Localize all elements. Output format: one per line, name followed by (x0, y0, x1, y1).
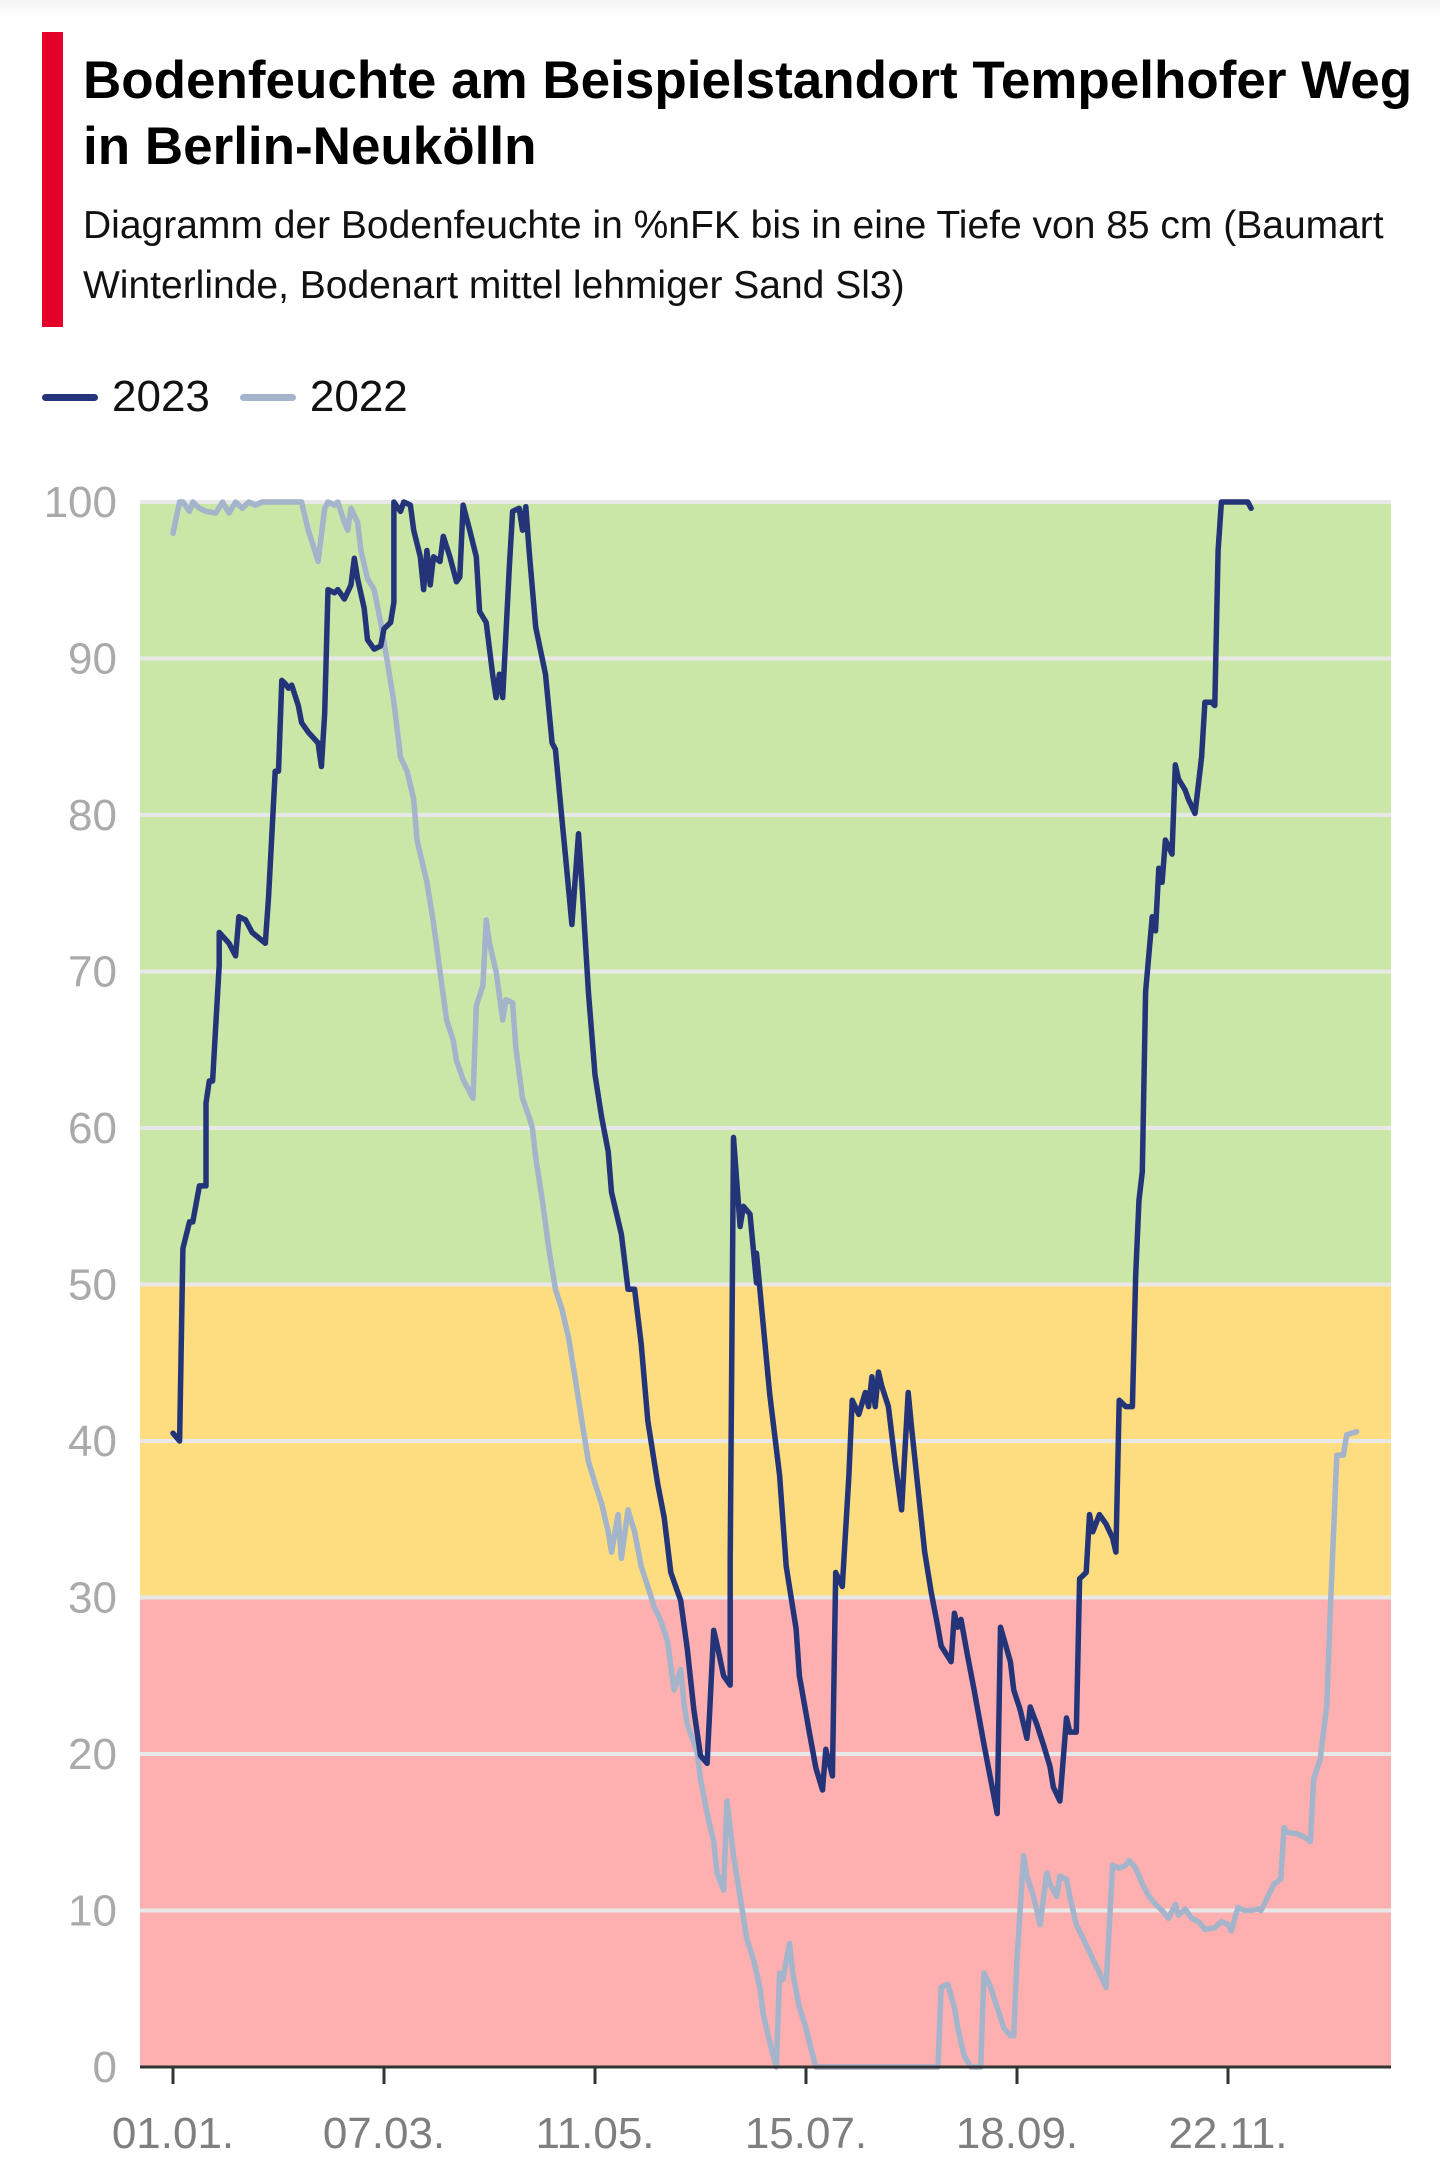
x-tick-label: 07.03. (323, 2109, 445, 2158)
band-50-100 (140, 502, 1391, 1285)
legend-label-2022: 2022 (309, 372, 408, 421)
x-tick-label: 15.07. (745, 2109, 867, 2158)
y-tick-label: 10 (68, 1887, 117, 1936)
chart-title: Bodenfeuchte am Beispielstandort Tempelh… (83, 51, 1413, 176)
series-line-2022 (170, 499, 1360, 2070)
y-tick-label: 80 (68, 791, 117, 840)
top-shade (0, 0, 1440, 16)
y-tick-label: 20 (68, 1730, 117, 1779)
y-tick-label: 50 (68, 1261, 117, 1310)
title-accent-bar (42, 32, 63, 327)
y-tick-label: 30 (68, 1574, 117, 1623)
legend-item-2022[interactable]: 2022 (239, 372, 408, 422)
legend-swatch-2023 (42, 393, 98, 401)
band-0-30 (140, 1597, 1391, 2067)
chart-subtitle: Diagramm der Bodenfeuchte in %nFK bis in… (83, 204, 1384, 307)
y-tick-label: 100 (44, 478, 117, 527)
x-tick-label: 18.09. (956, 2109, 1078, 2158)
x-tick-label: 22.11. (1168, 2109, 1287, 2158)
y-tick-label: 0 (93, 2043, 117, 2092)
legend-swatch-2022 (239, 393, 296, 401)
x-tick-label: 11.05. (535, 2109, 654, 2158)
y-tick-label: 60 (68, 1104, 117, 1153)
x-tick-label: 01.01. (112, 2109, 234, 2158)
legend: 2023 2022 (42, 372, 438, 422)
legend-item-2023[interactable]: 2023 (42, 372, 210, 422)
y-tick-label: 70 (68, 948, 117, 997)
series-line-2023 (170, 499, 1254, 1817)
legend-label-2023: 2023 (112, 372, 210, 421)
y-tick-label: 40 (68, 1417, 117, 1466)
y-tick-label: 90 (68, 635, 117, 684)
